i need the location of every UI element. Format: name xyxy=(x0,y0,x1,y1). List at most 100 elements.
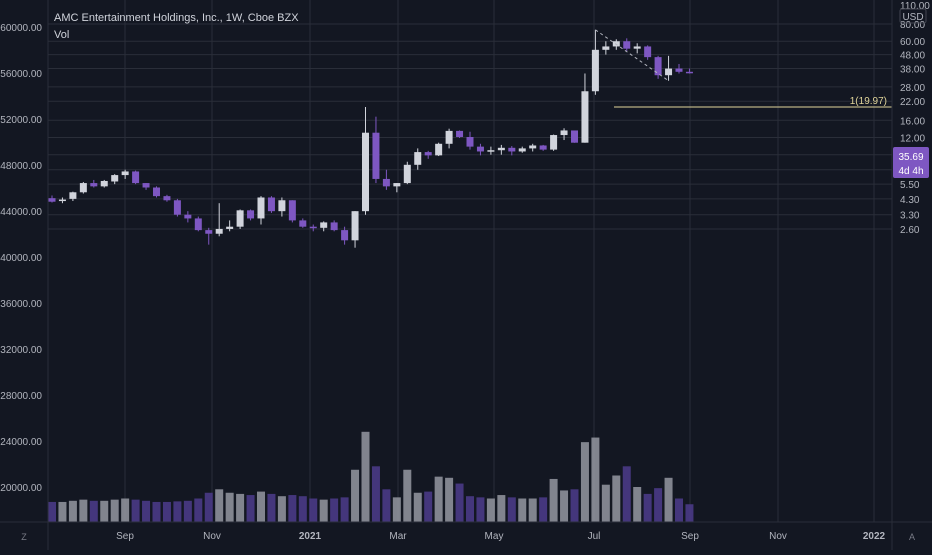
volume-bar xyxy=(403,469,412,522)
right-axis: 110.00 80.00 60.00 48.00 38.00 28.00 22.00 16.0… xyxy=(900,1,930,236)
candle-body xyxy=(278,200,286,212)
volume-bar xyxy=(591,437,600,522)
left-axis-tick: 56000.00 xyxy=(0,69,42,80)
right-axis-tick: 16.00 xyxy=(900,116,925,127)
candle-body xyxy=(529,145,537,149)
left-axis-tick: 48000.00 xyxy=(0,161,42,172)
candle-body xyxy=(309,226,317,229)
left-axis-tick: 44000.00 xyxy=(0,207,42,218)
auto-scale-button[interactable]: A xyxy=(908,532,915,542)
right-axis-tick: 4.30 xyxy=(900,195,920,206)
last-price-value: 35.69 xyxy=(898,152,923,163)
candle-body xyxy=(508,147,516,152)
volume-bar xyxy=(361,431,370,522)
left-axis-tick: 24000.00 xyxy=(0,437,42,448)
candle-body xyxy=(341,230,349,241)
volume-bar xyxy=(131,499,140,522)
left-axis-tick: 20000.00 xyxy=(0,483,42,494)
candle-body xyxy=(299,220,307,227)
currency-label[interactable]: USD xyxy=(899,8,927,24)
candle-body xyxy=(236,210,244,227)
candle-body xyxy=(320,222,328,228)
x-axis-tick: Mar xyxy=(389,531,407,542)
candle-body xyxy=(267,197,275,212)
grid-lines xyxy=(48,0,892,522)
candle-body xyxy=(602,46,610,50)
alert-label-text: 1(19.97) xyxy=(850,96,887,107)
left-axis-tick: 40000.00 xyxy=(0,253,42,264)
candle-body xyxy=(393,183,401,187)
left-axis-tick: 36000.00 xyxy=(0,299,42,310)
candle-body xyxy=(205,230,213,234)
candle-body xyxy=(456,130,464,137)
right-axis-tick: 22.00 xyxy=(900,97,925,108)
volume-bar xyxy=(507,497,516,522)
volume-bar xyxy=(455,483,464,522)
candle-body xyxy=(121,171,129,176)
volume-bar xyxy=(79,499,88,522)
x-axis-tick: Nov xyxy=(203,531,221,542)
zoom-button[interactable]: Z xyxy=(21,532,27,542)
candle-body xyxy=(288,200,296,221)
volume-bar xyxy=(445,477,454,522)
candle-body xyxy=(685,71,693,74)
volume-bar xyxy=(560,490,569,522)
right-axis-tick: 3.30 xyxy=(900,211,920,222)
candle-body xyxy=(362,132,369,212)
volume-bar xyxy=(664,477,673,522)
candle-body xyxy=(476,146,484,152)
candle-body xyxy=(173,200,181,215)
volume-bar xyxy=(194,498,203,522)
candle-body xyxy=(665,68,673,76)
volume-bar xyxy=(142,500,151,522)
volume-bar xyxy=(110,499,119,522)
volume-bar xyxy=(152,501,161,522)
x-axis-tick: May xyxy=(485,531,504,542)
candle-body xyxy=(79,183,87,193)
volume-indicator-label[interactable]: Vol xyxy=(54,29,70,41)
volume-bar xyxy=(48,501,56,522)
candle-body xyxy=(633,46,641,49)
volume-bar xyxy=(466,496,474,522)
volume-bar xyxy=(215,489,224,522)
volume-bar xyxy=(225,492,234,522)
candle-body xyxy=(163,196,171,201)
candle-body xyxy=(581,91,589,143)
candle-body xyxy=(351,211,359,241)
symbol-title[interactable]: AMC Entertainment Holdings, Inc., 1W, Cb… xyxy=(54,12,299,24)
right-axis-tick: 110.00 xyxy=(900,1,930,12)
volume-bar xyxy=(236,493,245,522)
volume-bars xyxy=(48,431,694,522)
volume-bar xyxy=(486,498,495,522)
candle-body xyxy=(153,187,160,197)
volume-bar xyxy=(497,495,506,522)
right-axis-tick: 12.00 xyxy=(900,133,925,144)
candle-body xyxy=(226,226,234,229)
candle-body xyxy=(571,130,578,143)
alert-label[interactable]: 1(19.97) xyxy=(850,96,887,107)
volume-bar xyxy=(654,488,663,522)
volume-bar xyxy=(58,501,67,522)
left-axis-tick: 28000.00 xyxy=(0,391,42,402)
x-axis-tick: Sep xyxy=(681,531,699,542)
volume-bar xyxy=(257,491,265,522)
volume-bar xyxy=(413,492,422,522)
volume-bar xyxy=(162,501,171,522)
volume-bar xyxy=(183,500,192,522)
candle-body xyxy=(48,198,56,202)
volume-bar xyxy=(371,466,380,522)
candle-body xyxy=(100,180,108,187)
candle-body xyxy=(497,147,505,151)
volume-bar xyxy=(298,496,307,522)
candle-body xyxy=(132,171,140,184)
left-axis-tick: 52000.00 xyxy=(0,115,42,126)
left-axis: 60000.00 56000.00 52000.00 48000.00 44000.00… xyxy=(0,23,42,494)
volume-bar xyxy=(309,498,318,522)
volume-bar xyxy=(277,496,286,522)
volume-bar xyxy=(288,495,297,522)
volume-bar xyxy=(612,475,621,522)
x-axis-tick: 2022 xyxy=(863,531,886,542)
x-axis-tick: Nov xyxy=(769,531,787,542)
